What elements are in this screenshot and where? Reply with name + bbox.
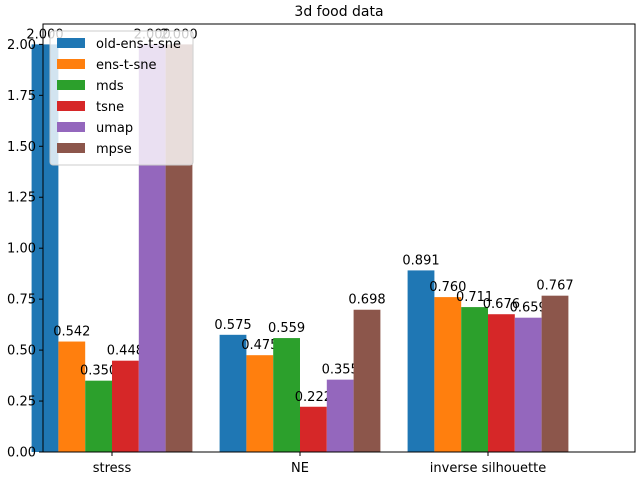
y-tick-label: 0.75 <box>7 293 36 308</box>
bar-ens-t-sne-stress <box>58 341 86 452</box>
legend-label-mpse: mpse <box>96 142 132 157</box>
chart-title: 3d food data <box>294 4 383 20</box>
legend-box <box>49 30 194 166</box>
bar-tsne-NE <box>300 406 327 452</box>
y-tick-label: 0.00 <box>7 446 36 461</box>
plot-area: 2.0000.5750.8910.5420.4750.7600.3500.559… <box>7 23 636 476</box>
legend-swatch-umap <box>57 122 85 132</box>
data-label: 0.475 <box>241 338 278 353</box>
bar-old-ens-t-sne-NE <box>219 334 247 452</box>
bar-mds-inverse-silhouette <box>461 307 488 452</box>
y-tick-label: 0.50 <box>7 344 36 359</box>
bar-mds-stress <box>85 380 112 452</box>
data-label: 0.448 <box>107 344 144 359</box>
legend-label-mds: mds <box>96 79 124 94</box>
data-label: 0.760 <box>429 280 466 295</box>
legend-swatch-mds <box>57 80 85 90</box>
y-tick-label: 2.00 <box>7 38 36 53</box>
bar-umap-NE <box>326 379 354 452</box>
x-tick-label: NE <box>291 461 309 476</box>
legend-label-old-ens-t-sne: old-ens-t-sne <box>96 37 181 52</box>
legend-swatch-old-ens-t-sne <box>57 38 85 48</box>
data-label: 0.711 <box>456 290 493 305</box>
data-label: 0.698 <box>348 293 385 308</box>
bar-umap-inverse-silhouette <box>514 317 542 452</box>
data-label: 0.767 <box>536 279 573 294</box>
legend-label-umap: umap <box>96 121 133 136</box>
legend-label-tsne: tsne <box>96 100 124 115</box>
data-label: 0.350 <box>80 364 117 379</box>
data-label: 0.575 <box>214 318 251 333</box>
axes-frame <box>42 23 636 453</box>
y-tick-label: 1.50 <box>7 140 36 155</box>
bar-mpse-NE <box>353 309 381 452</box>
data-label: 0.542 <box>53 325 90 340</box>
legend-swatch-mpse <box>57 143 85 153</box>
x-tick-label: stress <box>93 461 132 476</box>
data-label: 0.676 <box>483 297 520 312</box>
data-label: 0.559 <box>268 321 305 336</box>
legend-swatch-tsne <box>57 101 85 111</box>
bar-old-ens-t-sne-inverse-silhouette <box>407 270 435 452</box>
data-label: 0.891 <box>402 253 439 268</box>
data-label: 0.222 <box>295 390 332 405</box>
legend-label-ens-t-sne: ens-t-sne <box>96 58 157 73</box>
y-tick-label: 1.00 <box>7 242 36 257</box>
y-tick-label: 1.25 <box>7 191 36 206</box>
bar-tsne-inverse-silhouette <box>488 314 515 452</box>
x-tick-label: inverse silhouette <box>430 461 546 476</box>
data-label: 0.659 <box>510 301 547 316</box>
legend: old-ens-t-sne ens-t-sne mds tsne umap mpse <box>49 30 194 166</box>
bar-ens-t-sne-inverse-silhouette <box>434 297 462 452</box>
y-tick-label: 0.25 <box>7 395 36 410</box>
y-tick-label: 1.75 <box>7 89 36 104</box>
bar-mpse-inverse-silhouette <box>541 295 569 452</box>
bar-mds-NE <box>273 338 300 452</box>
legend-swatch-ens-t-sne <box>57 59 85 69</box>
data-label: 0.355 <box>322 363 359 378</box>
bar-tsne-stress <box>112 360 139 452</box>
bar-ens-t-sne-NE <box>246 355 274 452</box>
